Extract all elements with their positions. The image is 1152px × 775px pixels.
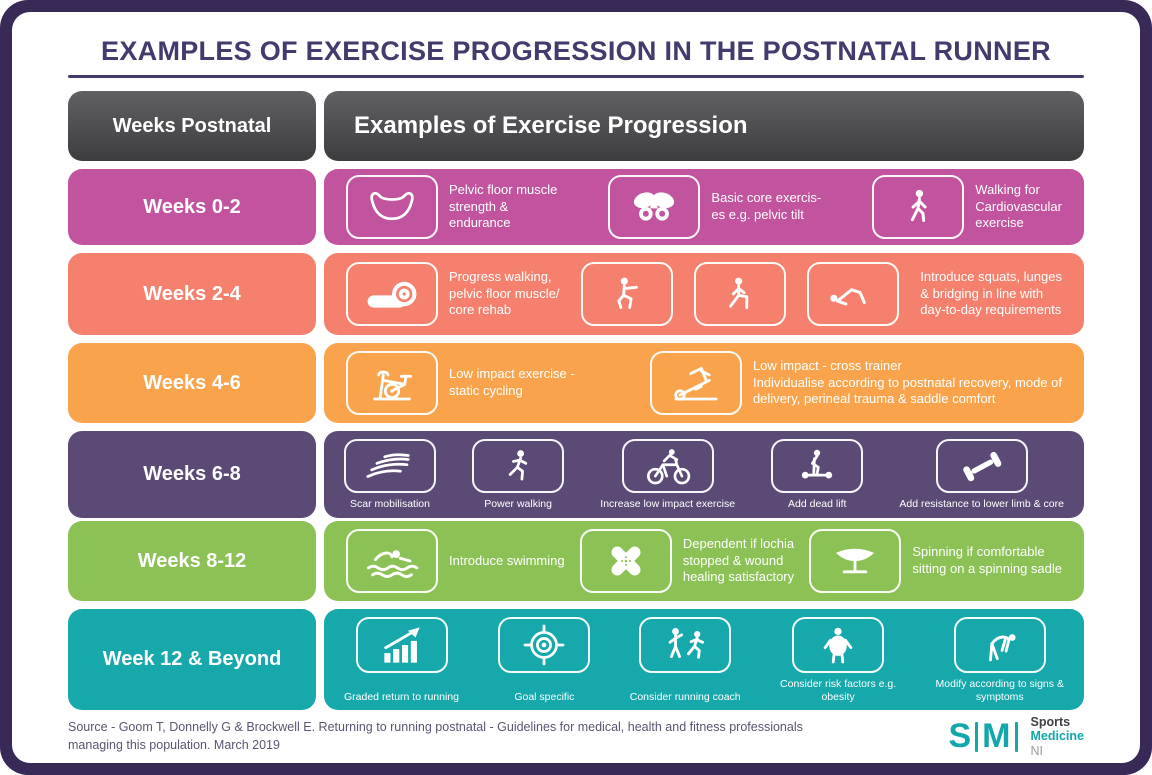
- low-impact-caption: Increase low impact exercise: [600, 498, 736, 510]
- weeks-8-12-content: Introduce swimming: [324, 521, 1084, 601]
- weeks-4-6-content: Low impact exercise - static cycling Low…: [324, 343, 1084, 423]
- modify-item: Modify according to signs & symptoms: [936, 617, 1064, 703]
- weeks-2-4-content: Progress walking, pelvic floor muscle/ c…: [324, 253, 1084, 335]
- core-text: Basic core exercis- es e.g. pelvic tilt: [711, 190, 822, 222]
- scar-caption: Scar mobilisation: [350, 498, 430, 510]
- smni-logo: S M Sports Medicine NI: [948, 715, 1084, 758]
- walking-rehab-text: Progress walking, pelvic floor muscle/ c…: [449, 269, 560, 318]
- walking-text: Walking for Cardiovascular exercise: [975, 182, 1062, 231]
- row-weeks-4-6: Weeks 4-6 Low impact exercise - static c…: [68, 343, 1084, 423]
- weeks-postnatal-header: Weeks Postnatal: [68, 91, 316, 161]
- dumbbell-icon: [935, 439, 1028, 493]
- static-cycling-item: Low impact exercise - static cycling: [346, 351, 575, 415]
- week-12-beyond-content: Graded return to running Goal specific: [324, 609, 1084, 711]
- exercise-bike-icon: [346, 351, 438, 415]
- smni-logo-mark: S M: [948, 717, 1021, 756]
- modify-caption: Modify according to signs & symptoms: [935, 678, 1064, 703]
- poster-body: EXAMPLES OF EXERCISE PROGRESSION IN THE …: [12, 12, 1140, 763]
- page-title: EXAMPLES OF EXERCISE PROGRESSION IN THE …: [101, 36, 1051, 66]
- squat-icon: [580, 262, 673, 326]
- running-coach-icon: [639, 617, 732, 673]
- lunge-icon: [693, 262, 786, 326]
- week-12-beyond-label: Week 12 & Beyond: [68, 609, 316, 711]
- title-underline: [68, 75, 1084, 78]
- smni-logo-text: Sports Medicine NI: [1031, 715, 1085, 758]
- power-walking-caption: Power walking: [484, 498, 552, 510]
- logo-line-sports: Sports: [1030, 715, 1071, 729]
- bent-over-icon: [953, 617, 1046, 673]
- weeks-6-8-label: Weeks 6-8: [68, 431, 316, 518]
- core-item: Basic core exercis- es e.g. pelvic tilt: [608, 175, 821, 239]
- footer: Source - Goom T, Donnelly G & Brockwell …: [68, 715, 1084, 758]
- plaster-icon: [579, 529, 672, 593]
- wound-healing-item: Dependent if lochia stopped & wound heal…: [579, 529, 795, 593]
- logo-bar-1: [975, 721, 979, 752]
- examples-header: Examples of Exercise Progression: [324, 91, 1084, 161]
- swimming-item: Introduce swimming: [346, 529, 565, 593]
- squats-text: Introduce squats, lunges & bridging in l…: [920, 269, 1062, 318]
- weeks-0-2-content: Pelvic floor muscle strength & endurance: [324, 169, 1084, 245]
- deadlift-icon: [771, 439, 864, 493]
- row-week-12-beyond: Week 12 & Beyond: [68, 609, 1084, 711]
- cross-trainer-text: Low impact - cross trainer Individualise…: [752, 358, 1062, 407]
- goal-specific-item: Goal specific: [498, 617, 591, 703]
- pelvic-floor-text: Pelvic floor muscle strength & endurance: [449, 182, 558, 231]
- header-row: Weeks Postnatal Examples of Exercise Pro…: [68, 91, 1084, 161]
- logo-letter-m: M: [982, 717, 1011, 756]
- progression-table: Weeks Postnatal Examples of Exercise Pro…: [68, 91, 1084, 711]
- power-walking-icon: [472, 439, 565, 493]
- growth-chart-icon: [355, 617, 448, 673]
- row-weeks-0-2: Weeks 0-2 Pelvic floor muscle strength &…: [68, 169, 1084, 245]
- walking-rehab-item: Progress walking, pelvic floor muscle/ c…: [346, 262, 560, 326]
- graded-return-item: Graded return to running: [344, 617, 459, 703]
- target-icon: [498, 617, 591, 673]
- deadlift-caption: Add dead lift: [788, 498, 847, 510]
- row-weeks-2-4: Weeks 2-4 Progress walking, pelvic floor…: [68, 253, 1084, 335]
- risk-factors-caption: Consider risk factors e.g. obesity: [780, 678, 897, 703]
- swimming-text: Introduce swimming: [449, 552, 565, 568]
- goal-specific-caption: Goal specific: [514, 690, 575, 703]
- wound-healing-text: Dependent if lochia stopped & wound heal…: [682, 536, 795, 585]
- walking-person-icon: [872, 175, 965, 239]
- spinning-text: Spinning if comfortable sitting on a spi…: [912, 544, 1062, 576]
- resistance-caption: Add resistance to lower limb & core: [899, 498, 1064, 510]
- spinning-item: Spinning if comfortable sitting on a spi…: [809, 529, 1062, 593]
- saddle-icon: [809, 529, 902, 593]
- row-weeks-6-8: Weeks 6-8 Scar mobilisation: [68, 431, 1084, 518]
- logo-line-ni: NI: [1030, 743, 1044, 758]
- logo-bar-2: [1014, 721, 1018, 752]
- body-weight-icon: [792, 617, 885, 673]
- pelvic-floor-item: Pelvic floor muscle strength & endurance: [346, 175, 557, 239]
- graded-return-caption: Graded return to running: [344, 690, 459, 703]
- weeks-4-6-label: Weeks 4-6: [68, 343, 316, 423]
- road-bike-icon: [621, 439, 714, 493]
- logo-letter-s: S: [948, 717, 972, 756]
- walking-item: Walking for Cardiovascular exercise: [872, 175, 1062, 239]
- bladder-icon: [346, 175, 438, 239]
- logo-line-medicine: Medicine: [1030, 729, 1085, 744]
- scar-mobilisation-item: Scar mobilisation: [344, 439, 436, 511]
- weeks-8-12-label: Weeks 8-12: [68, 521, 316, 601]
- cross-trainer-item: Low impact - cross trainer Individualise…: [649, 351, 1062, 415]
- risk-factors-item: Consider risk factors e.g. obesity: [780, 617, 896, 703]
- scar-massage-icon: [344, 439, 436, 493]
- exercise-mat-icon: [346, 262, 438, 326]
- row-weeks-8-12: Weeks 8-12 Introduce swimming: [68, 521, 1084, 601]
- source-citation: Source - Goom T, Donnelly G & Brockwell …: [68, 720, 803, 752]
- weeks-2-4-label: Weeks 2-4: [68, 253, 316, 335]
- weeks-0-2-label: Weeks 0-2: [68, 169, 316, 245]
- swimmer-icon: [346, 529, 438, 593]
- cross-trainer-icon: [649, 351, 742, 415]
- pelvis-icon: [608, 175, 701, 239]
- low-impact-item: Increase low impact exercise: [600, 439, 735, 511]
- power-walking-item: Power walking: [472, 439, 565, 511]
- running-coach-caption: Consider running coach: [629, 690, 741, 703]
- glute-bridge-icon: [807, 262, 900, 326]
- deadlift-item: Add dead lift: [771, 439, 864, 511]
- resistance-item: Add resistance to lower limb & core: [899, 439, 1064, 511]
- weeks-6-8-content: Scar mobilisation Power walking: [324, 431, 1084, 518]
- static-cycling-text: Low impact exercise - static cycling: [449, 366, 575, 398]
- running-coach-item: Consider running coach: [630, 617, 741, 703]
